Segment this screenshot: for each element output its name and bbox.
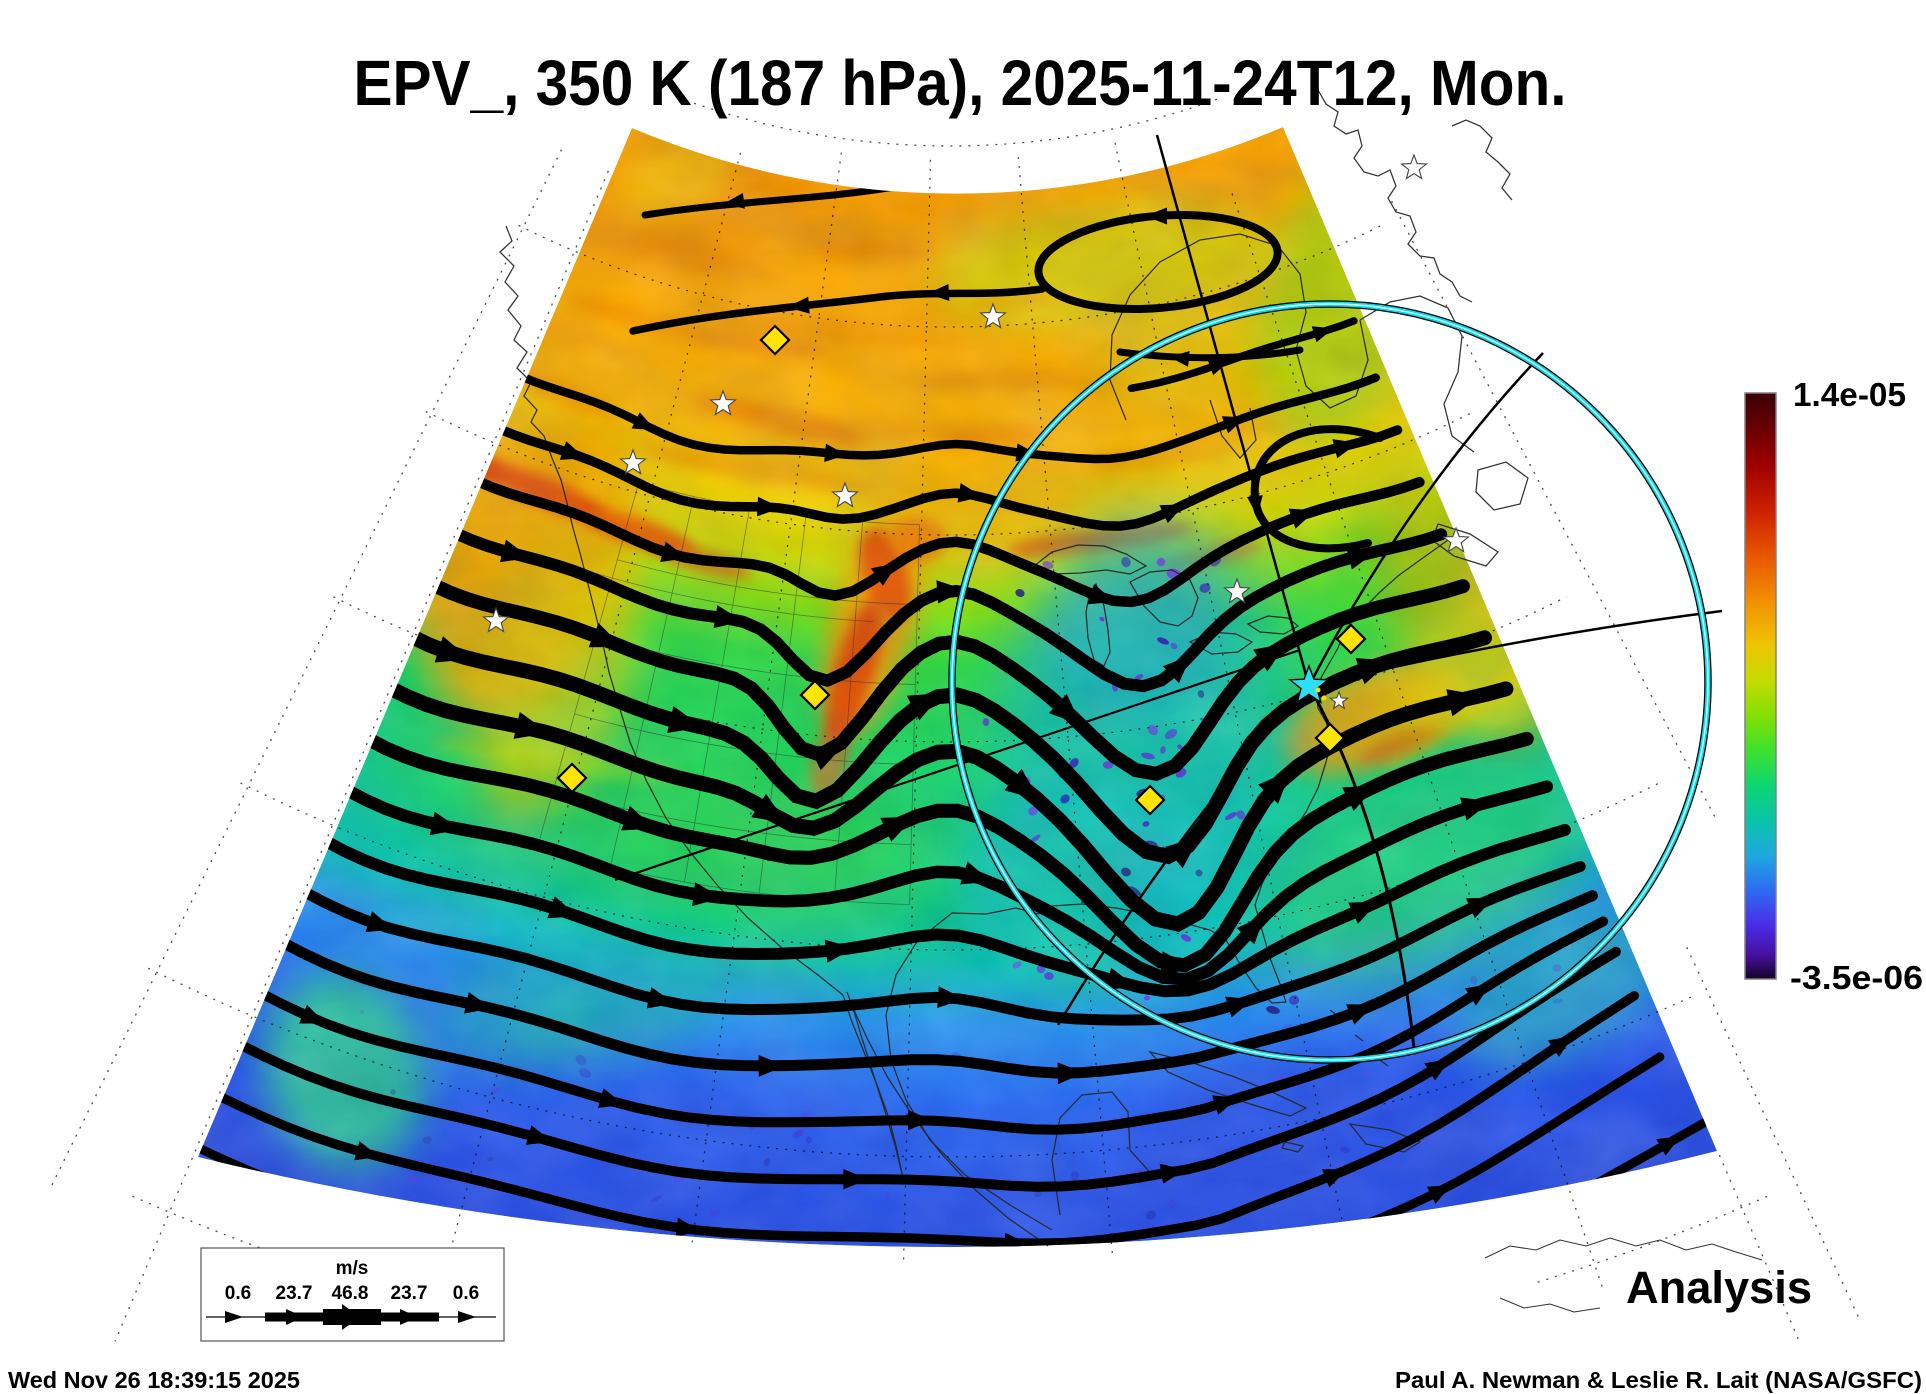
svg-text:Analysis: Analysis — [1626, 1262, 1812, 1313]
svg-text:23.7: 23.7 — [391, 1283, 428, 1304]
svg-text:m/s: m/s — [336, 1258, 369, 1279]
svg-text:0.6: 0.6 — [453, 1283, 479, 1304]
svg-text:23.7: 23.7 — [276, 1283, 313, 1304]
svg-text:46.8: 46.8 — [332, 1283, 369, 1304]
svg-text:Paul A. Newman & Leslie R. Lai: Paul A. Newman & Leslie R. Lait (NASA/GS… — [1395, 1367, 1922, 1393]
svg-text:1.4e-05: 1.4e-05 — [1793, 376, 1906, 413]
svg-text:-3.5e-06: -3.5e-06 — [1790, 959, 1923, 996]
svg-text:0.6: 0.6 — [225, 1283, 251, 1304]
svg-text:Wed Nov 26 18:39:15 2025: Wed Nov 26 18:39:15 2025 — [8, 1367, 300, 1393]
svg-text:EPV_, 350 K (187 hPa), 2025-11: EPV_, 350 K (187 hPa), 2025-11-24T12, Mo… — [354, 47, 1567, 119]
